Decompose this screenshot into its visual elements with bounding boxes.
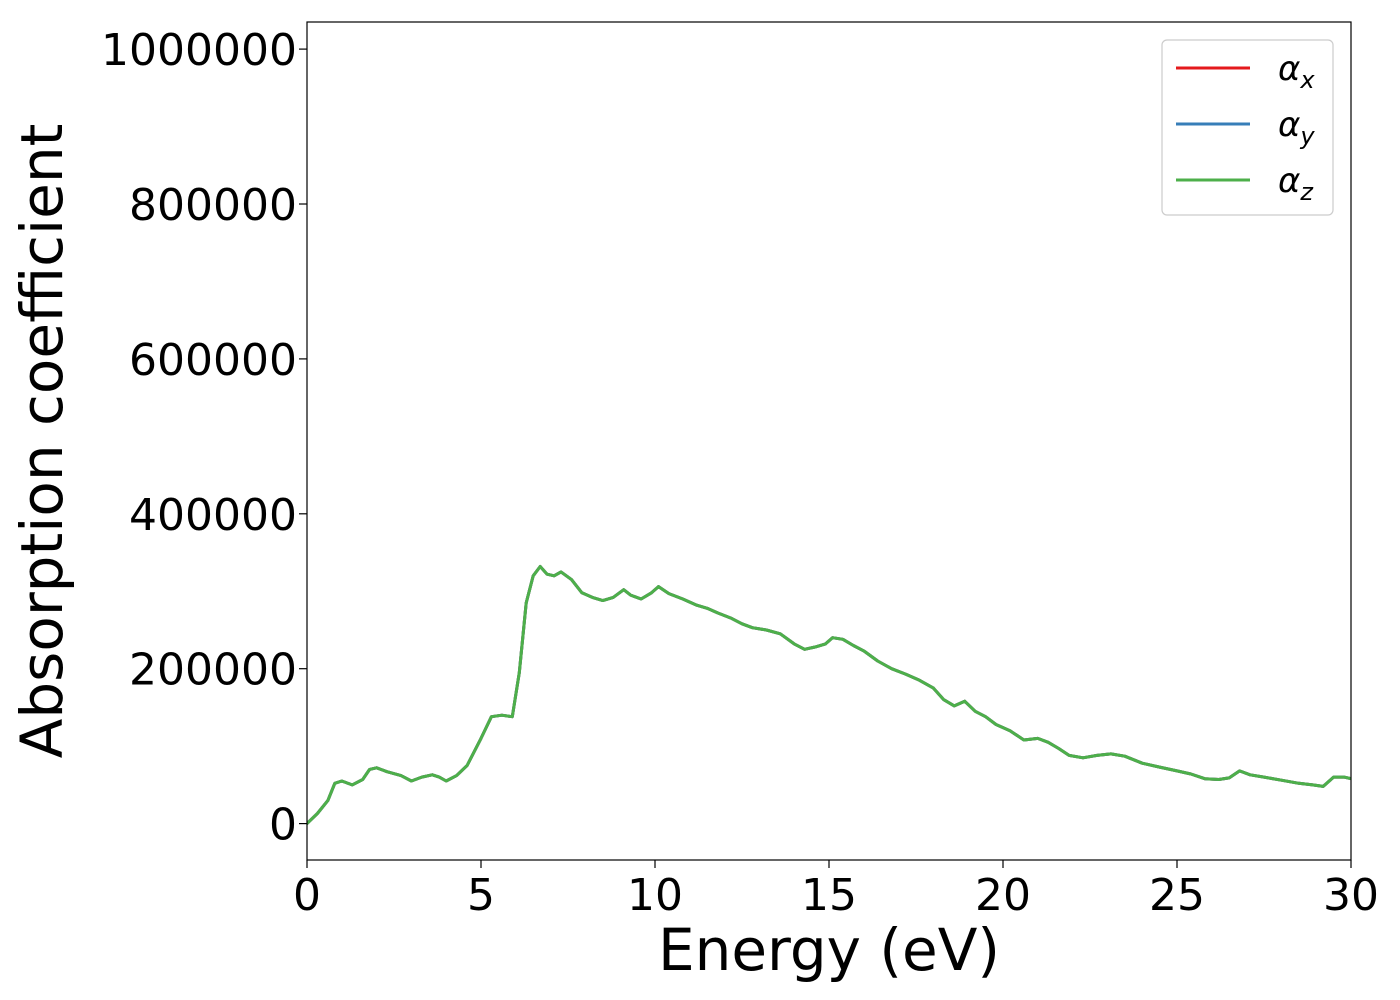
x-tick-label: 5 xyxy=(467,870,495,921)
legend-box xyxy=(1161,39,1334,216)
legend-label-z: αz xyxy=(1278,161,1314,206)
legend-label-x: αx xyxy=(1278,49,1315,94)
x-tick-label: 15 xyxy=(801,870,857,921)
x-tick-label: 0 xyxy=(293,870,321,921)
y-tick-label: 600000 xyxy=(129,335,297,386)
series-line-z xyxy=(307,565,1351,826)
x-tick-label: 20 xyxy=(975,870,1031,921)
y-axis-title: Absorption coefficient xyxy=(8,124,76,759)
y-tick-label: 800000 xyxy=(129,180,297,231)
series-layer xyxy=(307,565,1351,826)
x-tick-label: 10 xyxy=(627,870,683,921)
y-tick-label: 200000 xyxy=(129,645,297,696)
x-axis-title: Energy (eV) xyxy=(658,916,1000,984)
legend-label-y: αy xyxy=(1278,105,1315,150)
legend: αx αy αz xyxy=(1161,39,1334,216)
y-tick-label: 400000 xyxy=(129,490,297,541)
x-axis: 0 5 10 15 20 25 30 xyxy=(293,860,1379,921)
y-axis: 0 200000 400000 600000 800000 1000000 xyxy=(101,25,307,851)
y-tick-label: 1000000 xyxy=(101,25,297,76)
x-tick-label: 25 xyxy=(1149,870,1205,921)
y-tick-label: 0 xyxy=(269,800,297,851)
x-tick-label: 30 xyxy=(1323,870,1379,921)
